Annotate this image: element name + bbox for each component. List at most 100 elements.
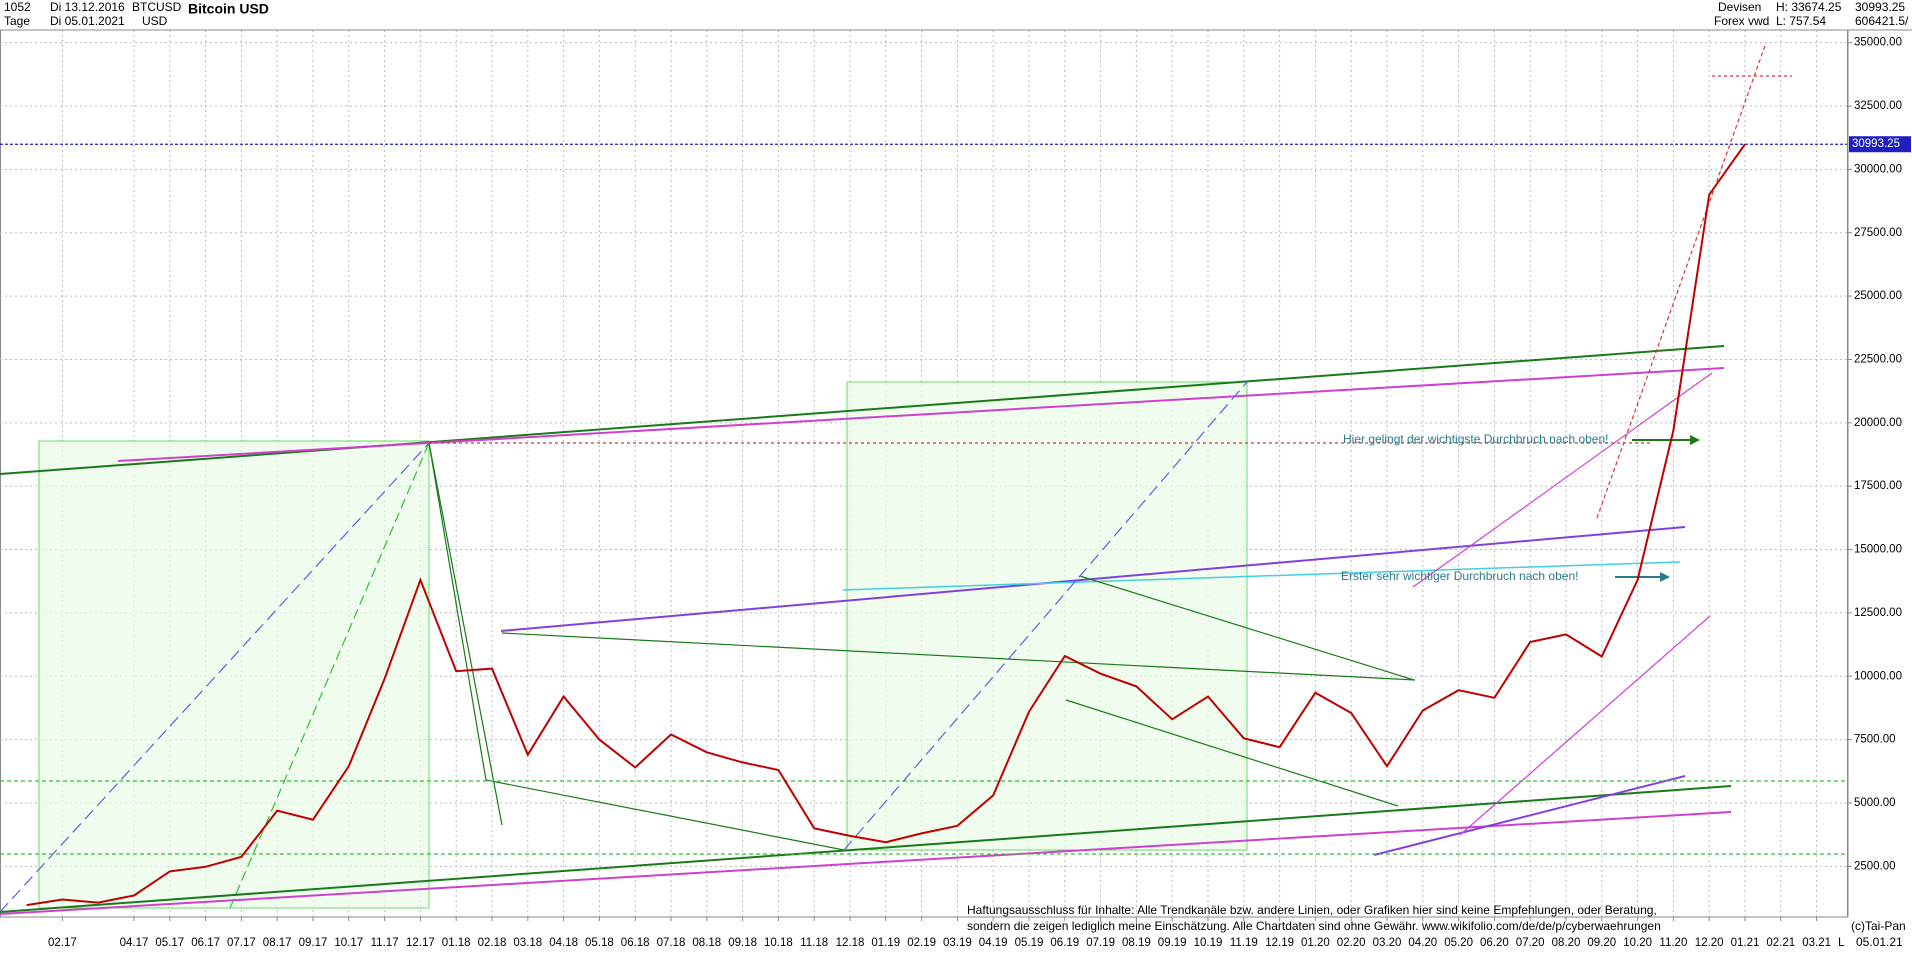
trendline (1459, 615, 1711, 836)
x-tick-label: 01.18 (442, 937, 471, 949)
trendline (428, 442, 503, 826)
y-tick-label: 25000.00 (1854, 290, 1902, 302)
x-tick-label: 02.19 (907, 937, 936, 949)
x-tick-label: 10.19 (1194, 937, 1223, 949)
x-tick-label: 04.18 (549, 937, 578, 949)
disclaimer: sondern die zeigen lediglich meine Einsc… (967, 919, 1661, 933)
header (0, 0, 1912, 30)
volume: 606421.5/ (1855, 14, 1909, 28)
x-tick-label: 08.19 (1122, 937, 1151, 949)
chart-title: Bitcoin USD (188, 1, 269, 17)
x-tick-label: 02.20 (1337, 937, 1366, 949)
x-tick-label: 02.21 (1766, 937, 1795, 949)
market: Devisen (1718, 0, 1761, 14)
trendline (1079, 575, 1415, 681)
period[interactable]: Tage (4, 14, 30, 28)
x-tick-label: 10.20 (1623, 937, 1652, 949)
y-tick-label: 12500.00 (1854, 607, 1902, 619)
x-tick-label: 03.18 (513, 937, 542, 949)
last-price-label: 30993.25 (1852, 138, 1900, 150)
x-tick-label: 02.17 (48, 937, 77, 949)
x-tick-label: 03.21 (1802, 937, 1831, 949)
x-tick-label: 04.20 (1408, 937, 1437, 949)
x-tick-label: 04.17 (120, 937, 149, 949)
symbol: BTCUSD (132, 0, 182, 14)
annotation: Hier gelingt der wichtigste Durchbruch n… (1343, 432, 1608, 446)
trendlines (0, 345, 1732, 915)
x-tick-label: 09.17 (299, 937, 328, 949)
x-tick-label: 03.20 (1373, 937, 1402, 949)
x-tick-label: 09.19 (1158, 937, 1187, 949)
y-axis-area (1848, 30, 1912, 917)
x-tick-label: 08.17 (263, 937, 292, 949)
y-tick-label: 10000.00 (1854, 670, 1902, 682)
x-tick-label: 10.18 (764, 937, 793, 949)
trendline (501, 632, 1416, 681)
trendline (842, 561, 1681, 591)
x-tick-label: 09.20 (1587, 937, 1616, 949)
x-tick-label: 05.18 (585, 937, 614, 949)
x-tick-label: 12.19 (1265, 937, 1294, 949)
footer-date: 05.01.21 (1856, 935, 1903, 949)
x-tick-label: 11.17 (371, 937, 399, 949)
y-tick-label: 7500.00 (1854, 734, 1896, 746)
y-tick-label: 5000.00 (1854, 797, 1896, 809)
y-axis-labels: 2500.00 5000.00 7500.00 10000.00 12500.00 150… (1848, 37, 1902, 872)
trendline (843, 381, 1248, 851)
x-tick-label: 07.19 (1086, 937, 1115, 949)
x-tick-label: 08.20 (1552, 937, 1581, 949)
last-price-box (1849, 136, 1911, 153)
trendline (1373, 775, 1686, 856)
x-tick-label: 12.20 (1695, 937, 1724, 949)
x-tick-label: 11.20 (1659, 937, 1687, 949)
x-tick-label: 06.17 (191, 937, 220, 949)
x-tick-label: 06.19 (1050, 937, 1079, 949)
y-tick-label: 20000.00 (1854, 417, 1902, 429)
trendline (229, 442, 430, 909)
annotation: Erster sehr wichtiger Durchbruch nach ob… (1341, 569, 1578, 583)
date-to: Di 05.01.2021 (50, 14, 125, 28)
trendline (1412, 372, 1713, 588)
x-tick-label: 11.18 (800, 937, 828, 949)
trendline (0, 785, 1732, 913)
count[interactable]: 1052 (4, 0, 31, 14)
x-tick-label: 01.21 (1731, 937, 1760, 949)
x-tick-label: 07.20 (1516, 937, 1545, 949)
x-tick-label: 10.17 (334, 937, 363, 949)
footer-flag: L (1838, 935, 1845, 949)
y-tick-label: 32500.00 (1854, 100, 1902, 112)
arrow-head (1690, 435, 1700, 445)
trendline (1596, 42, 1767, 519)
x-tick-label: 03.19 (943, 937, 972, 949)
currency: USD (142, 14, 168, 28)
x-tick-label: 07.18 (657, 937, 686, 949)
x-tick-label: 01.20 (1301, 937, 1330, 949)
low: L: 757.54 (1776, 14, 1826, 28)
y-tick-label: 2500.00 (1854, 860, 1896, 872)
trendline (0, 345, 1725, 475)
zone-box (38, 440, 430, 909)
high: H: 33674.25 (1776, 0, 1842, 14)
trendline (428, 442, 487, 781)
x-tick-label: 04.19 (979, 937, 1008, 949)
arrow-head (1660, 572, 1670, 582)
trendline (1065, 699, 1399, 807)
y-tick-label: 15000.00 (1854, 544, 1902, 556)
trendline (0, 811, 1732, 915)
x-tick-label: 05.20 (1444, 937, 1473, 949)
x-tick-label: 12.18 (836, 937, 865, 949)
x-tick-label: 08.18 (692, 937, 721, 949)
y-tick-label: 35000.00 (1854, 37, 1902, 49)
copyright: (c)Tai-Pan (1851, 919, 1906, 933)
x-tick-label: 11.19 (1230, 937, 1258, 949)
trendline (117, 367, 1725, 462)
y-tick-label: 30000.00 (1854, 163, 1902, 175)
x-tick-label: 05.17 (155, 937, 184, 949)
x-tick-label: 06.20 (1480, 937, 1509, 949)
trendline (0, 442, 430, 913)
x-tick-label: 02.18 (478, 937, 507, 949)
price-line (26, 143, 1746, 907)
x-tick-label: 12.17 (406, 937, 435, 949)
y-tick-label: 22500.00 (1854, 353, 1902, 365)
